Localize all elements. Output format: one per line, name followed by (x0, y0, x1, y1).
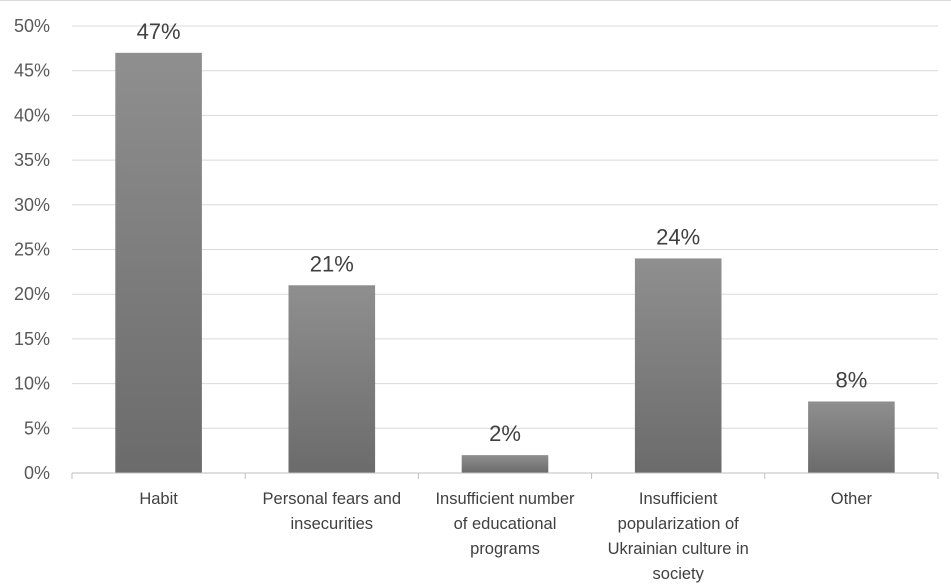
y-tick-label: 25% (14, 240, 50, 260)
bar (288, 285, 376, 473)
data-label: 24% (656, 224, 700, 249)
x-category-label: Other (831, 490, 873, 508)
y-tick-label: 35% (14, 150, 50, 170)
x-category-label-line: Insufficient number (435, 490, 575, 508)
data-label: 21% (310, 251, 354, 276)
x-category-label: Personal fears and insecurities (263, 490, 402, 533)
data-label: 47% (137, 19, 181, 44)
bar (115, 52, 202, 473)
data-label: 2% (489, 421, 521, 446)
data-label: 8% (836, 367, 868, 392)
x-category-label-line: Insufficient (639, 490, 718, 508)
x-category-label: Insufficient number of educational program… (435, 490, 575, 558)
x-axis (71, 472, 939, 479)
y-tick-label: 30% (14, 195, 50, 215)
x-category-label: Habit (139, 490, 178, 508)
x-category-label-line: Ukrainian culture in (608, 540, 749, 558)
data-labels: 47% 21% 2% 24% 8% (137, 19, 868, 446)
x-axis-categories: Habit Personal fears and insecurities Insuf… (139, 490, 872, 583)
y-tick-label: 40% (14, 105, 50, 125)
bars (115, 52, 895, 473)
gridlines (72, 25, 938, 429)
y-tick-label: 50% (14, 16, 50, 36)
x-category-label-line: insecurities (291, 515, 374, 533)
x-category-label-line: Other (831, 490, 873, 508)
y-tick-label: 20% (14, 284, 50, 304)
x-category-label-line: of educational (454, 515, 557, 533)
y-tick-label: 0% (24, 463, 50, 483)
x-category-label-line: programs (470, 540, 540, 558)
x-category-label-line: popularization of (618, 515, 739, 533)
y-tick-label: 5% (24, 418, 50, 438)
bar (808, 401, 895, 473)
x-category-label: Insufficient popularization of Ukrainian c… (608, 490, 749, 583)
x-category-label-line: society (653, 565, 705, 583)
bar (461, 455, 549, 473)
y-axis-ticks: 0% 5% 10% 15% 20% 25% 30% 35% 40% 45% 50% (14, 16, 50, 483)
x-category-label-line: Habit (139, 490, 178, 508)
y-tick-label: 10% (14, 374, 50, 394)
bar (634, 258, 722, 473)
y-tick-label: 45% (14, 61, 50, 81)
y-tick-label: 15% (14, 329, 50, 349)
x-category-label-line: Personal fears and (263, 490, 402, 508)
